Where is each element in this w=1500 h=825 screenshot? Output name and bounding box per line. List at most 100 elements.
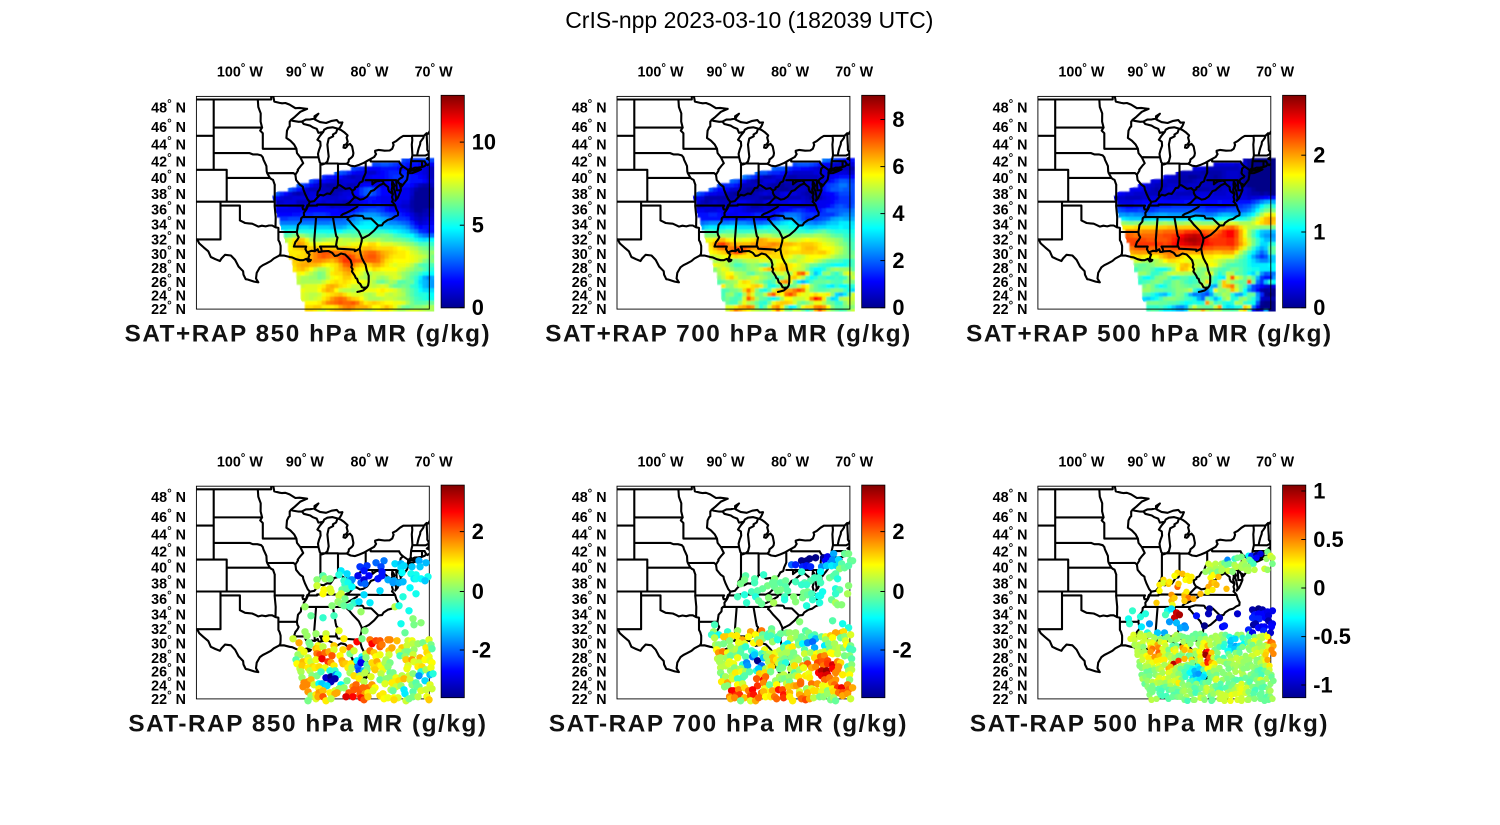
svg-text:34° N: 34° N xyxy=(151,605,186,623)
svg-text:28° N: 28° N xyxy=(572,259,607,277)
svg-text:SAT+RAP 700 hPa MR (g/kg): SAT+RAP 700 hPa MR (g/kg) xyxy=(545,321,912,348)
svg-text:44° N: 44° N xyxy=(572,525,607,543)
svg-text:70° W: 70° W xyxy=(415,453,453,471)
svg-text:32° N: 32° N xyxy=(151,620,186,638)
svg-text:44° N: 44° N xyxy=(993,136,1028,154)
svg-text:42° N: 42° N xyxy=(151,153,186,171)
svg-text:80° W: 80° W xyxy=(771,63,809,81)
svg-text:24° N: 24° N xyxy=(572,287,607,305)
svg-text:34° N: 34° N xyxy=(572,216,607,234)
svg-text:22° N: 22° N xyxy=(993,300,1028,318)
svg-text:48° N: 48° N xyxy=(572,98,607,116)
svg-text:90° W: 90° W xyxy=(707,63,745,81)
svg-text:42° N: 42° N xyxy=(993,153,1028,171)
svg-text:32° N: 32° N xyxy=(151,230,186,248)
svg-text:CrIS-npp 2023-03-10 (182039 UT: CrIS-npp 2023-03-10 (182039 UTC) xyxy=(565,7,933,33)
svg-text:26° N: 26° N xyxy=(572,663,607,681)
svg-text:-2: -2 xyxy=(472,638,491,663)
svg-text:80° W: 80° W xyxy=(1192,63,1230,81)
svg-text:32° N: 32° N xyxy=(572,230,607,248)
svg-text:38° N: 38° N xyxy=(572,575,607,593)
svg-text:26° N: 26° N xyxy=(151,663,186,681)
svg-text:90° W: 90° W xyxy=(286,63,324,81)
svg-text:26° N: 26° N xyxy=(993,273,1028,291)
svg-text:SAT+RAP 500 hPa MR (g/kg): SAT+RAP 500 hPa MR (g/kg) xyxy=(966,321,1333,348)
svg-text:28° N: 28° N xyxy=(151,649,186,667)
svg-text:100° W: 100° W xyxy=(217,453,263,471)
svg-text:24° N: 24° N xyxy=(572,676,607,694)
svg-text:28° N: 28° N xyxy=(151,259,186,277)
svg-text:SAT-RAP 850 hPa MR (g/kg): SAT-RAP 850 hPa MR (g/kg) xyxy=(128,710,487,737)
svg-text:46° N: 46° N xyxy=(151,118,186,136)
svg-text:38° N: 38° N xyxy=(151,575,186,593)
svg-text:22° N: 22° N xyxy=(151,690,186,708)
svg-text:38° N: 38° N xyxy=(151,185,186,203)
svg-text:2: 2 xyxy=(1313,143,1325,168)
svg-text:-2: -2 xyxy=(892,638,911,663)
svg-text:2: 2 xyxy=(892,248,904,273)
svg-text:48° N: 48° N xyxy=(151,98,186,116)
svg-text:30° N: 30° N xyxy=(572,245,607,263)
svg-text:36° N: 36° N xyxy=(151,200,186,218)
svg-text:4: 4 xyxy=(892,201,904,226)
svg-text:22° N: 22° N xyxy=(572,300,607,318)
svg-text:36° N: 36° N xyxy=(572,200,607,218)
svg-text:90° W: 90° W xyxy=(1127,63,1165,81)
svg-text:42° N: 42° N xyxy=(151,542,186,560)
svg-text:0: 0 xyxy=(892,295,904,320)
svg-text:0: 0 xyxy=(892,579,904,604)
svg-text:5: 5 xyxy=(472,213,484,238)
svg-text:44° N: 44° N xyxy=(572,136,607,154)
svg-text:48° N: 48° N xyxy=(572,488,607,506)
svg-text:44° N: 44° N xyxy=(151,525,186,543)
svg-text:46° N: 46° N xyxy=(993,118,1028,136)
svg-text:10: 10 xyxy=(472,130,496,155)
svg-text:2: 2 xyxy=(892,519,904,544)
svg-text:40° N: 40° N xyxy=(993,169,1028,187)
svg-text:100° W: 100° W xyxy=(638,63,684,81)
svg-text:42° N: 42° N xyxy=(572,542,607,560)
svg-text:80° W: 80° W xyxy=(351,63,389,81)
svg-text:24° N: 24° N xyxy=(151,287,186,305)
svg-text:34° N: 34° N xyxy=(151,216,186,234)
svg-text:SAT-RAP 700 hPa MR (g/kg): SAT-RAP 700 hPa MR (g/kg) xyxy=(549,710,908,737)
svg-text:36° N: 36° N xyxy=(572,590,607,608)
svg-text:30° N: 30° N xyxy=(572,635,607,653)
svg-text:28° N: 28° N xyxy=(993,259,1028,277)
svg-text:0: 0 xyxy=(472,579,484,604)
svg-text:40° N: 40° N xyxy=(151,169,186,187)
svg-text:22° N: 22° N xyxy=(151,300,186,318)
svg-text:38° N: 38° N xyxy=(993,185,1028,203)
svg-text:32° N: 32° N xyxy=(572,620,607,638)
svg-text:48° N: 48° N xyxy=(151,488,186,506)
svg-text:90° W: 90° W xyxy=(286,453,324,471)
svg-text:24° N: 24° N xyxy=(993,287,1028,305)
svg-text:70° W: 70° W xyxy=(1256,63,1294,81)
svg-text:34° N: 34° N xyxy=(572,605,607,623)
svg-text:42° N: 42° N xyxy=(572,153,607,171)
svg-text:46° N: 46° N xyxy=(151,508,186,526)
svg-text:100° W: 100° W xyxy=(217,63,263,81)
svg-text:46° N: 46° N xyxy=(572,508,607,526)
svg-text:46° N: 46° N xyxy=(572,118,607,136)
svg-text:80° W: 80° W xyxy=(351,453,389,471)
svg-text:48° N: 48° N xyxy=(993,98,1028,116)
svg-text:26° N: 26° N xyxy=(151,273,186,291)
svg-text:0: 0 xyxy=(472,295,484,320)
svg-text:34° N: 34° N xyxy=(993,216,1028,234)
svg-text:0: 0 xyxy=(1313,295,1325,320)
svg-text:1: 1 xyxy=(1313,220,1325,245)
svg-text:SAT+RAP 850 hPa MR (g/kg): SAT+RAP 850 hPa MR (g/kg) xyxy=(125,321,492,348)
svg-text:32° N: 32° N xyxy=(993,230,1028,248)
svg-text:26° N: 26° N xyxy=(572,273,607,291)
svg-text:70° W: 70° W xyxy=(835,453,873,471)
svg-text:40° N: 40° N xyxy=(151,559,186,577)
svg-text:100° W: 100° W xyxy=(638,453,684,471)
svg-text:2: 2 xyxy=(472,519,484,544)
svg-text:22° N: 22° N xyxy=(572,690,607,708)
svg-text:80° W: 80° W xyxy=(771,453,809,471)
svg-text:40° N: 40° N xyxy=(572,169,607,187)
svg-text:70° W: 70° W xyxy=(415,63,453,81)
svg-text:24° N: 24° N xyxy=(151,676,186,694)
svg-text:40° N: 40° N xyxy=(572,559,607,577)
